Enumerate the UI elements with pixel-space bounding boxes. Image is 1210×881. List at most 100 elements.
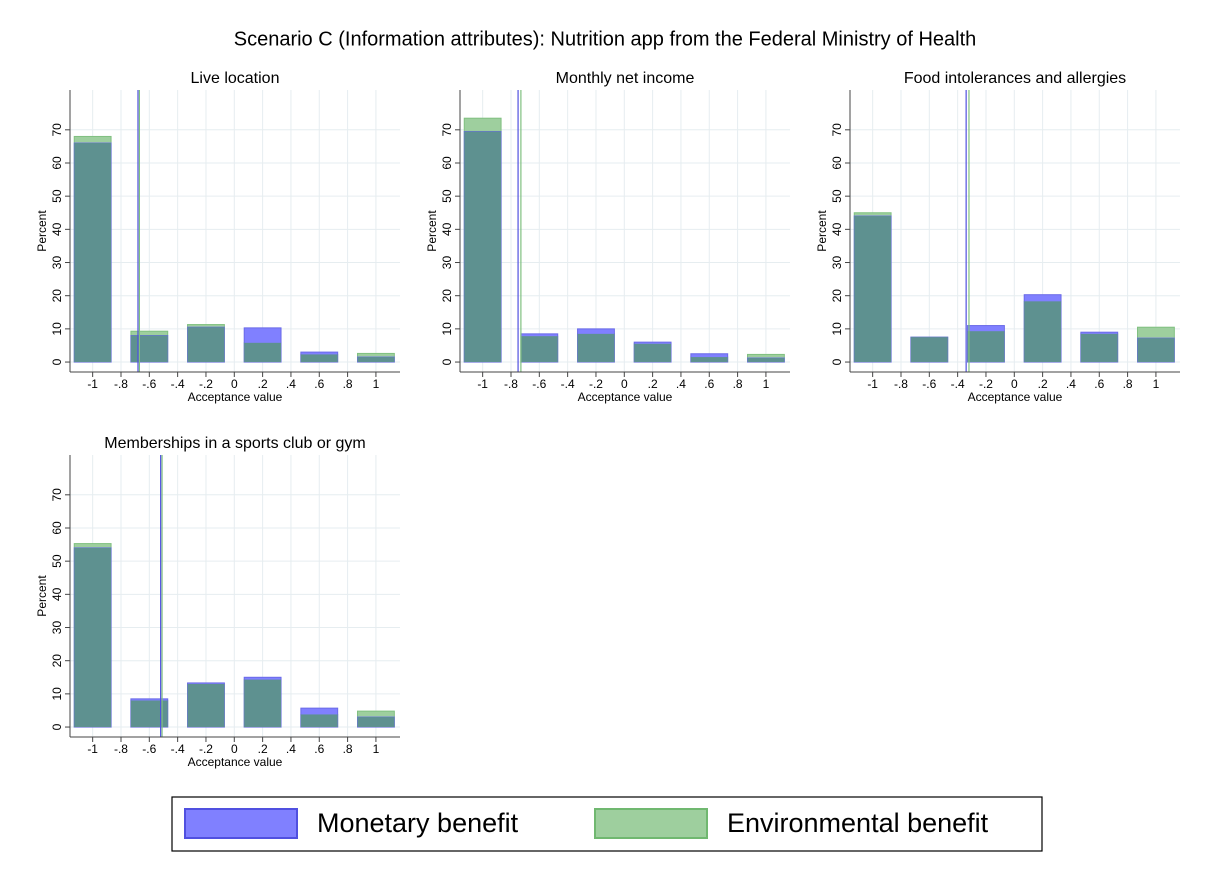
x-tick-label: .8 [1123,377,1133,391]
y-axis-label: Percent [35,575,49,617]
x-tick-label: -.4 [171,377,185,391]
x-tick-label: -.6 [142,377,156,391]
y-tick-label: 60 [830,156,844,170]
x-tick-label: -.4 [951,377,965,391]
y-tick-label: 30 [830,256,844,270]
x-tick-label: 0 [621,377,628,391]
x-tick-label: 1 [1153,377,1160,391]
y-tick-label: 40 [440,222,454,236]
bar-overlap [357,357,395,363]
y-tick-label: 50 [50,554,64,568]
x-tick-label: .4 [286,377,296,391]
y-tick-label: 10 [830,322,844,336]
x-tick-label: -1 [87,742,98,756]
y-axis-label: Percent [815,210,829,252]
x-tick-label: .8 [343,742,353,756]
y-tick-label: 0 [50,358,64,365]
y-tick-label: 50 [440,189,454,203]
bar-overlap [464,131,502,363]
x-tick-label: .4 [1066,377,1076,391]
x-tick-label: -.6 [922,377,936,391]
y-axis-label: Percent [35,210,49,252]
x-tick-label: 1 [763,377,770,391]
y-tick-label: 50 [50,189,64,203]
bar-overlap [1137,338,1175,363]
legend-label: Monetary benefit [317,808,519,838]
x-tick-label: -.2 [979,377,993,391]
legend-label: Environmental benefit [727,808,989,838]
x-tick-label: .2 [258,742,268,756]
y-tick-label: 10 [50,322,64,336]
bar-overlap [747,358,785,363]
x-axis-label: Acceptance value [188,755,283,769]
y-tick-label: 10 [50,687,64,701]
x-tick-label: -.6 [532,377,546,391]
y-tick-label: 40 [830,222,844,236]
x-tick-label: -1 [867,377,878,391]
x-tick-label: -.2 [199,742,213,756]
y-tick-label: 0 [440,358,454,365]
y-tick-label: 30 [50,256,64,270]
y-tick-label: 20 [830,289,844,303]
panel-title: Memberships in a sports club or gym [104,435,365,452]
bar-overlap [634,343,672,363]
y-tick-label: 60 [50,521,64,535]
x-tick-label: .6 [314,377,324,391]
x-tick-label: 0 [231,742,238,756]
y-tick-label: 70 [50,123,64,137]
y-tick-label: 0 [50,723,64,730]
y-tick-label: 20 [50,654,64,668]
x-tick-label: 0 [1011,377,1018,391]
y-tick-label: 60 [50,156,64,170]
x-tick-label: -.2 [199,377,213,391]
y-tick-label: 30 [50,621,64,635]
bar-overlap [854,216,892,363]
x-tick-label: -.8 [504,377,518,391]
x-tick-label: .2 [1038,377,1048,391]
x-tick-label: .2 [258,377,268,391]
y-tick-label: 30 [440,256,454,270]
bar-overlap [357,717,395,728]
y-tick-label: 70 [440,123,454,137]
x-tick-label: -.8 [894,377,908,391]
bar-overlap [74,143,112,363]
y-tick-label: 0 [830,358,844,365]
x-tick-label: 1 [373,742,380,756]
x-tick-label: .8 [733,377,743,391]
y-tick-label: 40 [50,587,64,601]
bar-overlap [187,327,225,363]
x-tick-label: .6 [1094,377,1104,391]
figure-title: Scenario C (Information attributes): Nut… [234,28,977,50]
x-tick-label: -.8 [114,742,128,756]
x-tick-label: .6 [314,742,324,756]
bar-overlap [967,331,1005,363]
y-tick-label: 50 [830,189,844,203]
bar-overlap [300,714,338,728]
bar-overlap [74,547,112,728]
x-tick-label: .6 [704,377,714,391]
x-tick-label: 1 [373,377,380,391]
bar-overlap [1024,301,1062,363]
panel-title: Food intolerances and allergies [904,70,1126,87]
x-tick-label: -.2 [589,377,603,391]
x-tick-label: -.8 [114,377,128,391]
bar-overlap [244,679,282,728]
x-tick-label: -.4 [171,742,185,756]
bar-overlap [187,683,225,728]
legend-swatch [184,808,298,839]
x-axis-label: Acceptance value [188,390,283,404]
bar-overlap [910,337,948,363]
y-tick-label: 70 [50,488,64,502]
panel-title: Monthly net income [556,70,695,87]
y-tick-label: 40 [50,222,64,236]
bar-overlap [690,357,728,363]
x-tick-label: -1 [87,377,98,391]
y-tick-label: 20 [50,289,64,303]
panel-title: Live location [191,70,280,87]
legend-swatch [594,808,708,839]
x-tick-label: .4 [676,377,686,391]
y-tick-label: 10 [440,322,454,336]
x-tick-label: .2 [648,377,658,391]
